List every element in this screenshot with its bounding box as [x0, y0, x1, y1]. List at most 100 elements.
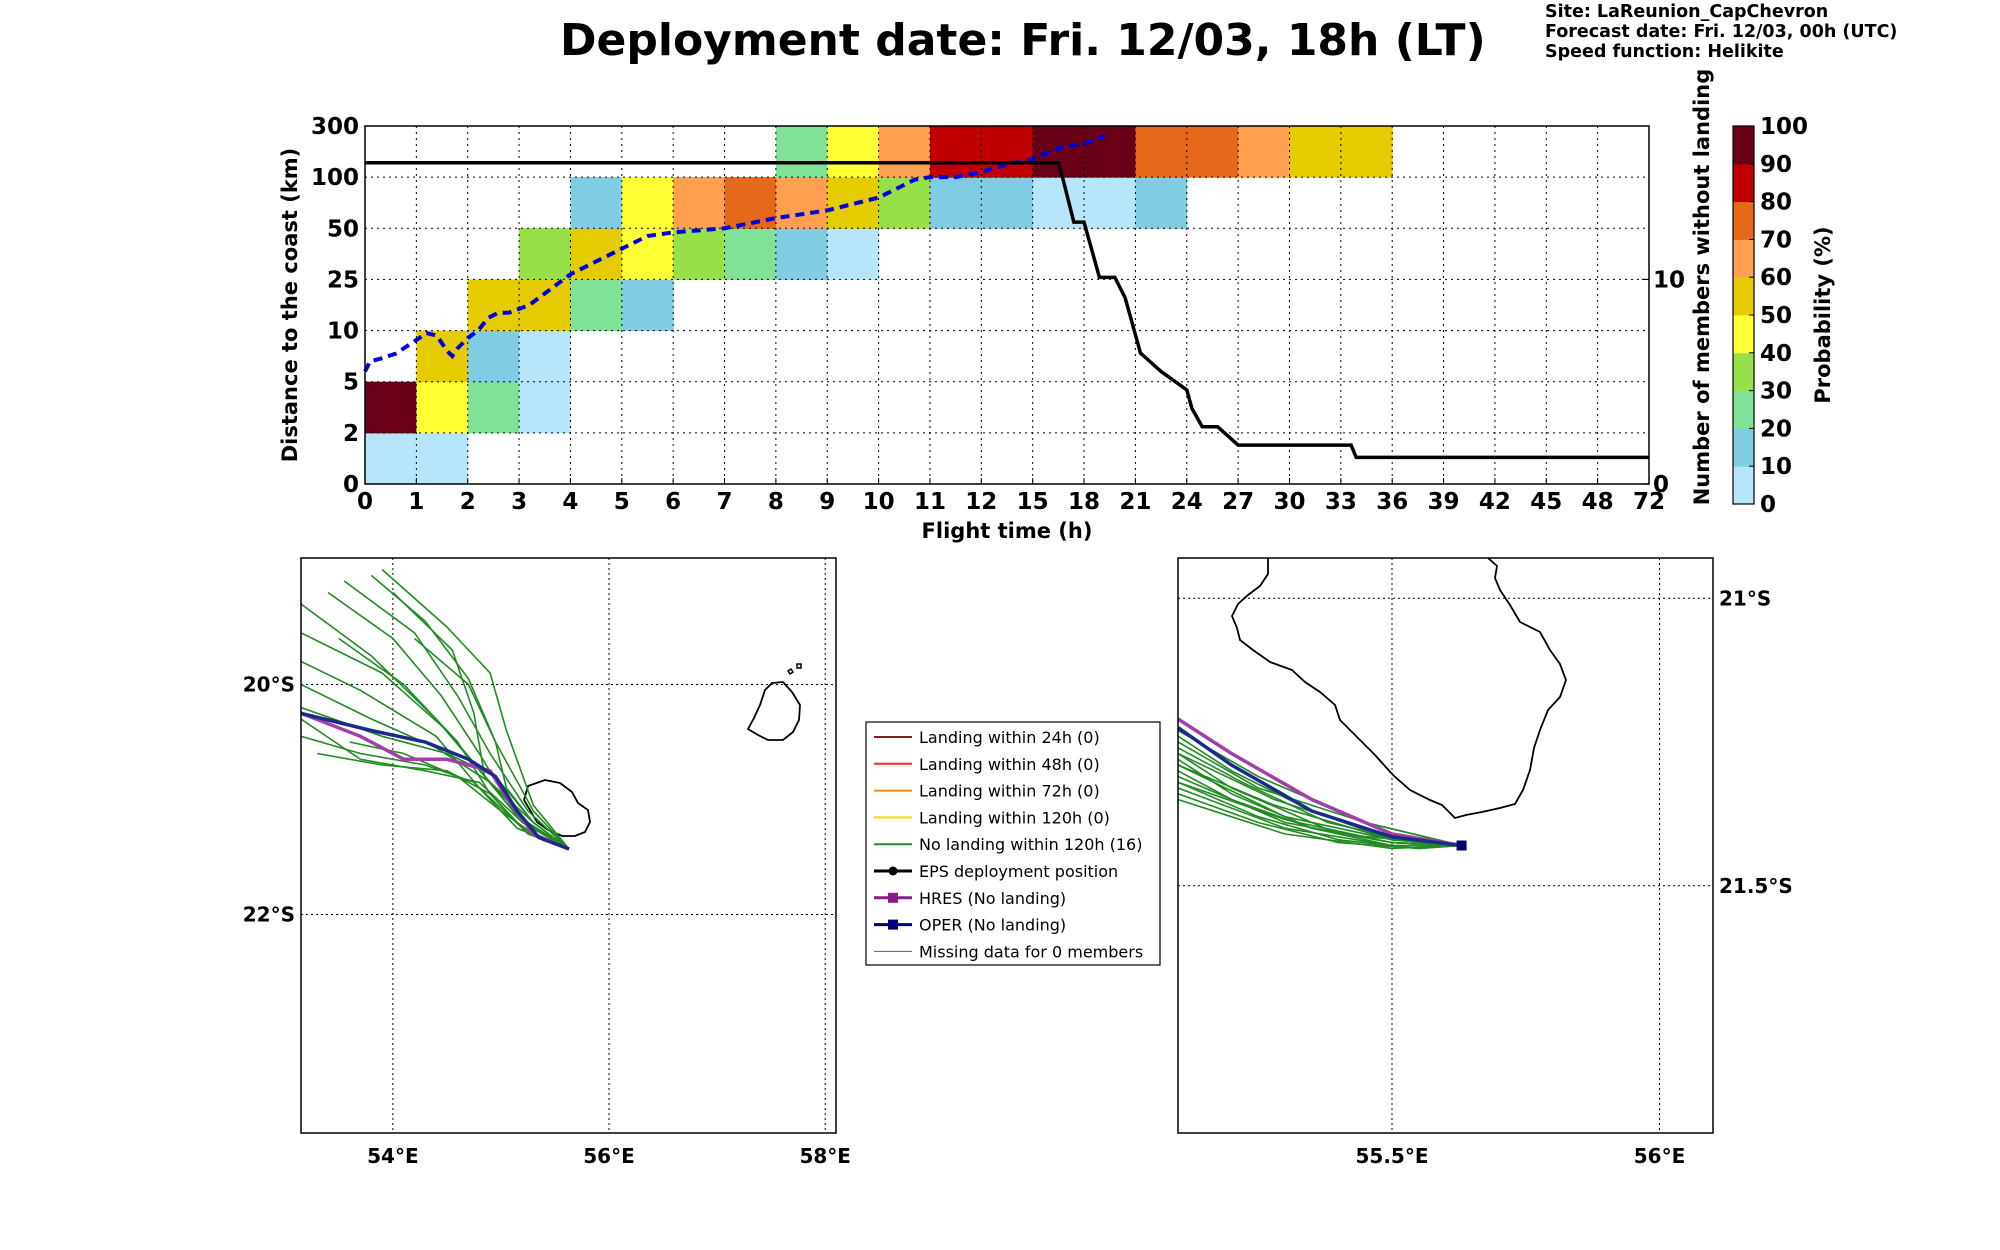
regional-map: 54°E 56°E 58°E 20°S 22°S — [243, 557, 851, 1169]
regional-hres-track — [301, 711, 570, 851]
colorbar-cell — [1733, 201, 1754, 240]
member-track — [370, 574, 570, 850]
regional-map-ticks: 54°E 56°E 58°E 20°S 22°S — [243, 673, 851, 1169]
legend-label: Landing within 48h (0) — [919, 755, 1100, 774]
heatmap-cell — [519, 330, 571, 383]
x-tick-label: 5 — [614, 489, 630, 515]
heatmap-cell — [878, 177, 931, 229]
heatmap-cell — [1084, 126, 1136, 178]
heatmap-cell — [724, 228, 777, 280]
colorbar-cell — [1733, 239, 1754, 278]
map-y-tick-label: 20°S — [243, 673, 295, 697]
x-tick-label: 18 — [1068, 489, 1100, 515]
heatmap-cell — [1032, 177, 1085, 229]
heatmap-series — [363, 134, 1649, 460]
x-tick-label: 24 — [1171, 489, 1203, 515]
x-tick-label: 45 — [1530, 489, 1562, 515]
right-tick-label: 0 — [1653, 472, 1669, 498]
x-tick-label: 4 — [562, 489, 578, 515]
legend-item: Landing within 120h (0) — [874, 808, 1110, 827]
x-tick-label: 39 — [1428, 489, 1460, 515]
legend-label: Landing within 120h (0) — [919, 808, 1110, 827]
y-tick-label: 300 — [311, 114, 359, 140]
legend-box — [865, 721, 1161, 966]
colorbar-cell — [1733, 466, 1754, 505]
heatmap-cell — [365, 381, 417, 434]
heatmap-cell — [775, 177, 828, 229]
heatmap-right-ticks: 0 10 — [1642, 267, 1685, 498]
heatmap-cell — [519, 279, 571, 332]
y-tick-label: 0 — [343, 472, 359, 498]
colorbar-cell — [1733, 428, 1754, 467]
heatmap-y-label: Distance to the coast (km) — [278, 148, 302, 463]
heatmap-cell — [1084, 177, 1136, 229]
regional-map-frame — [300, 557, 837, 1134]
x-tick-label: 42 — [1479, 489, 1511, 515]
legend-item: Missing data for 0 members — [874, 942, 1143, 961]
heatmap-right-label: Number of members without landing — [1690, 69, 1714, 506]
heatmap-cell — [775, 228, 828, 280]
heatmap-cell — [673, 228, 726, 280]
heatmap-cell — [1135, 177, 1188, 229]
site-label: Site: LaReunion_CapChevron — [1545, 2, 1829, 22]
legend-items: Landing within 24h (0) Landing within 48h… — [874, 728, 1143, 961]
regional-oper-track — [301, 711, 570, 851]
heatmap-cell — [416, 381, 469, 434]
zoom-oper-track — [1178, 726, 1462, 848]
heatmap-cell — [519, 228, 571, 280]
x-tick-label: 21 — [1119, 489, 1151, 515]
member-track — [301, 660, 570, 850]
colorbar-cells — [1733, 126, 1754, 505]
colorbar-tick-label: 30 — [1760, 379, 1792, 405]
x-tick-label: 1 — [408, 489, 424, 515]
y-tick-label: 100 — [311, 165, 359, 191]
member-track — [1178, 781, 1462, 847]
legend-label: HRES (No landing) — [919, 889, 1066, 908]
member-track — [1178, 798, 1462, 850]
member-track — [343, 580, 570, 850]
probability-heatmap: 0 1 2 3 4 5 6 7 8 9 10 11 12 15 18 21 24 27 30 33 36 39 42 45 48… — [278, 69, 1714, 543]
x-tick-label: 33 — [1325, 489, 1357, 515]
legend-item: Landing within 24h (0) — [874, 728, 1100, 747]
colorbar-ticks: 0 10 20 30 40 50 60 70 80 90 100 — [1749, 114, 1808, 518]
map-y-tick-label: 21.5°S — [1719, 874, 1793, 898]
colorbar-cell — [1733, 390, 1754, 429]
members-without-landing-line — [365, 161, 1649, 460]
legend-label: No landing within 120h (16) — [919, 835, 1142, 854]
heatmap-cell — [467, 330, 520, 383]
legend-item: Landing within 48h (0) — [874, 755, 1100, 774]
map-x-tick-label: 58°E — [799, 1144, 851, 1168]
zoom-map: 55.5°E 56°E 21°S 21.5°S — [1177, 557, 1793, 1168]
y-tick-label: 2 — [343, 421, 359, 447]
map-x-tick-label: 56°E — [1634, 1144, 1686, 1168]
colorbar-label: Probability (%) — [1811, 226, 1835, 403]
colorbar-cell — [1733, 163, 1754, 203]
heatmap-cell — [827, 177, 880, 229]
heatmap-x-label: Flight time (h) — [922, 519, 1093, 543]
heatmap-frame — [364, 125, 1650, 485]
member-track — [381, 568, 570, 850]
zoom-reunion-coastline — [1231, 558, 1567, 820]
map-x-tick-label: 54°E — [367, 1144, 419, 1168]
colorbar-tick-label: 50 — [1760, 303, 1792, 329]
x-tick-label: 0 — [357, 489, 373, 515]
colorbar-tick-label: 70 — [1760, 227, 1792, 253]
heatmap-cell — [827, 126, 880, 178]
map-y-tick-label: 22°S — [243, 903, 295, 927]
heatmap-cell — [929, 177, 982, 229]
colorbar-cell — [1733, 126, 1754, 165]
legend-label: Missing data for 0 members — [919, 942, 1143, 961]
x-tick-label: 36 — [1376, 489, 1408, 515]
colorbar-tick-label: 60 — [1760, 265, 1792, 291]
x-tick-label: 12 — [965, 489, 997, 515]
x-tick-label: 27 — [1222, 489, 1254, 515]
mauritius-coastline — [746, 681, 801, 741]
y-tick-label: 10 — [327, 319, 359, 345]
legend-item: Landing within 72h (0) — [874, 782, 1100, 801]
map-x-tick-label: 56°E — [583, 1144, 635, 1168]
legend-item: HRES (No landing) — [874, 889, 1066, 908]
x-tick-label: 30 — [1273, 489, 1305, 515]
heatmap-cell — [827, 228, 880, 280]
x-tick-label: 7 — [717, 489, 733, 515]
heatmap-cell — [1340, 126, 1393, 178]
